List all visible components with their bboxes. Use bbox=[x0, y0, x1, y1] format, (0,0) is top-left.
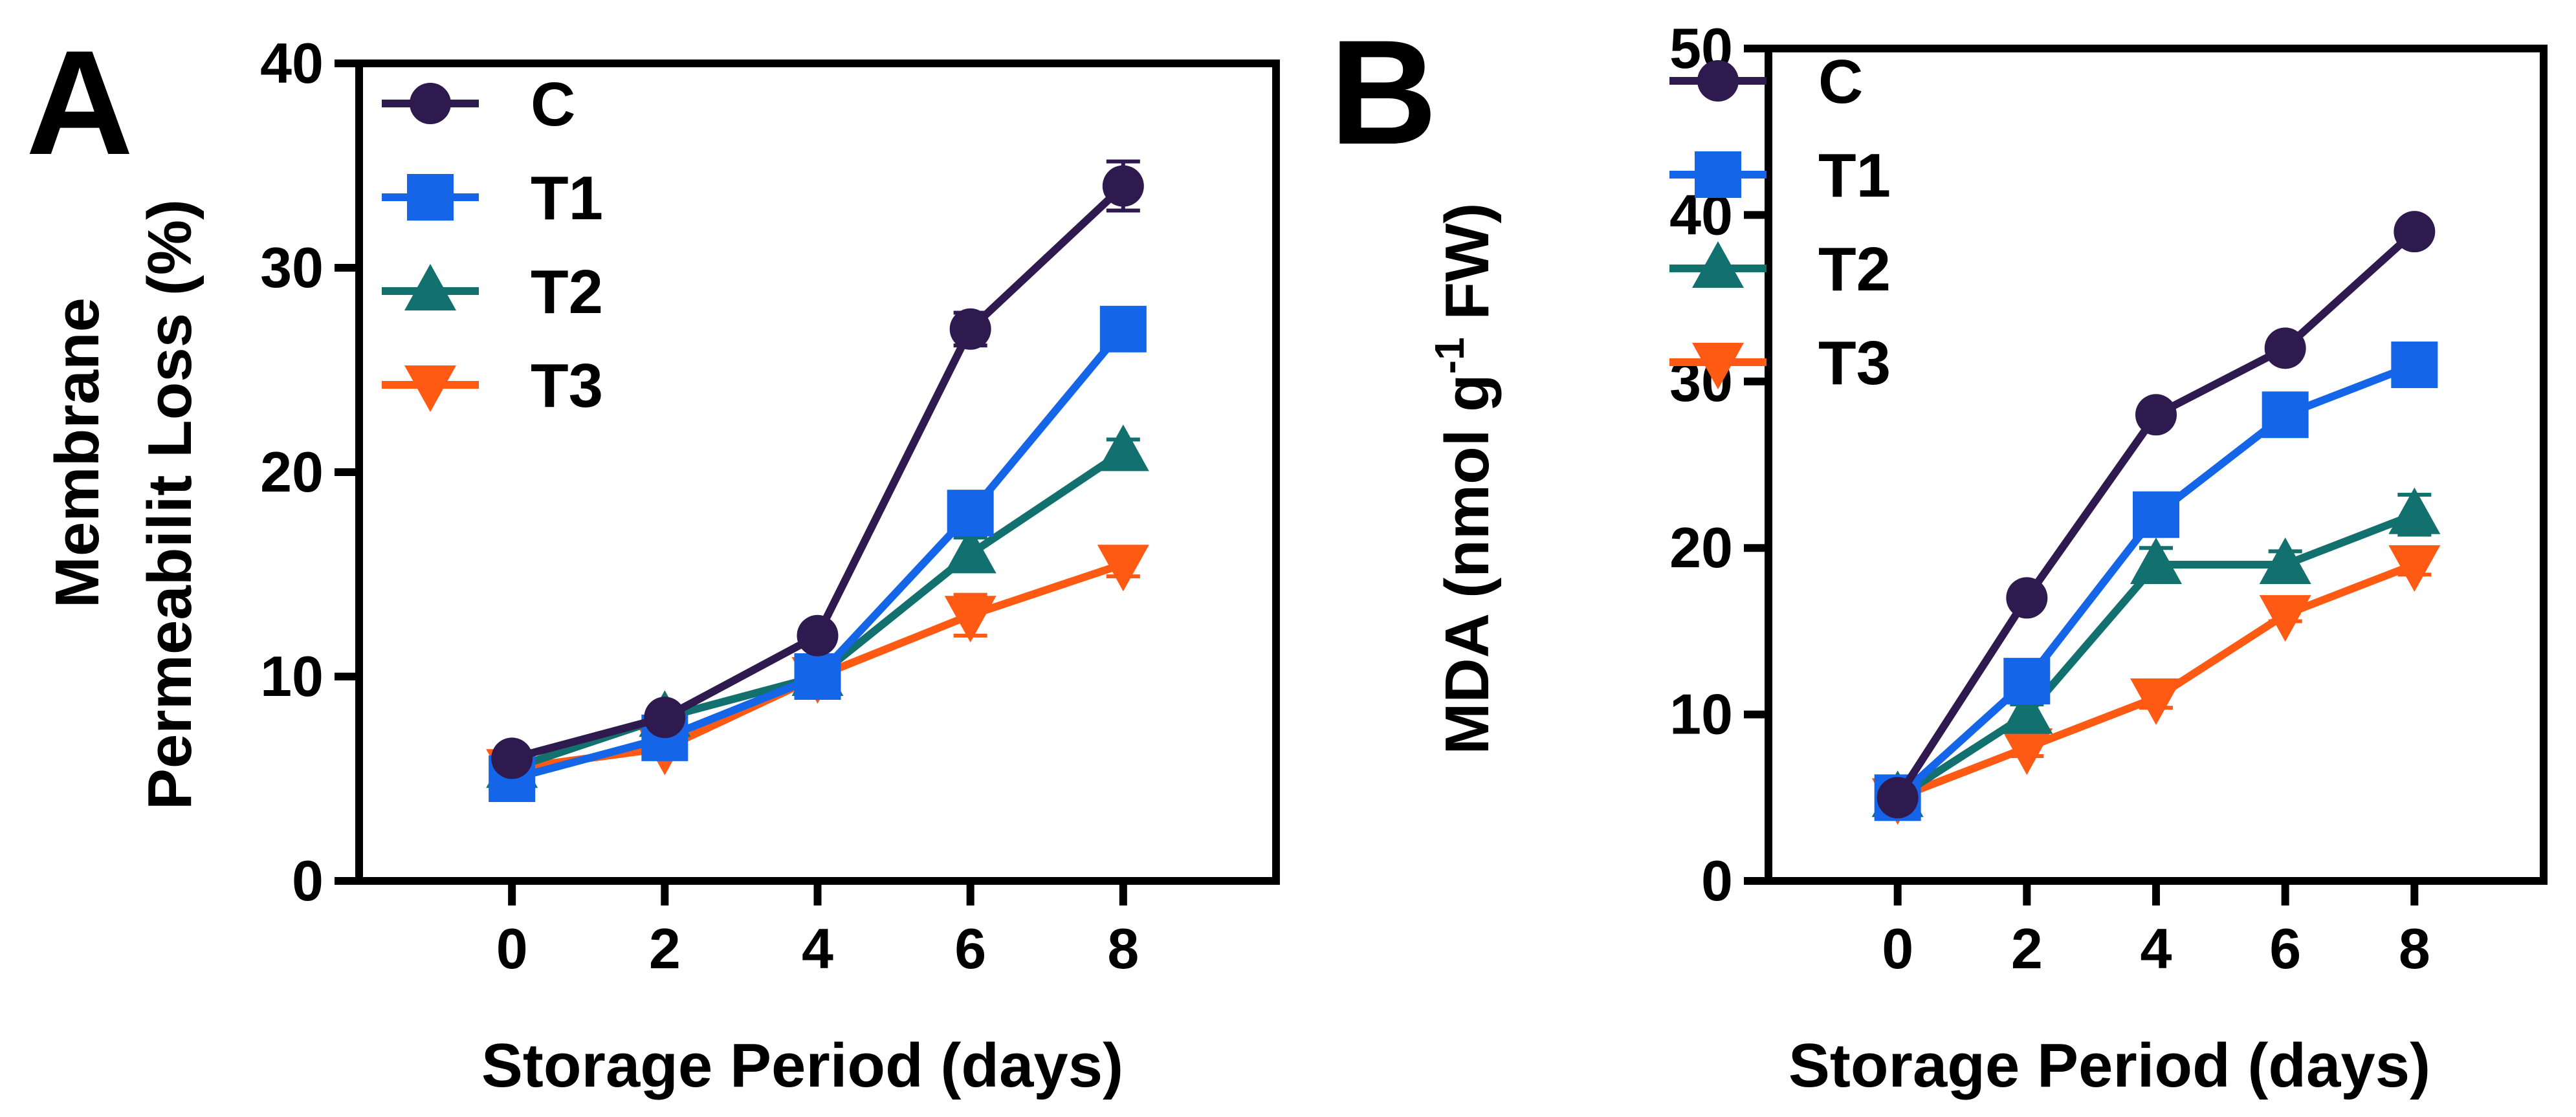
y-tick-label: 10 bbox=[1669, 682, 1733, 746]
legend: C T1 T2 T3 bbox=[1669, 47, 1891, 398]
data-point bbox=[2001, 728, 2053, 775]
x-tick-label: 0 bbox=[1882, 916, 1913, 981]
data-point bbox=[2394, 211, 2436, 253]
y-axis-title-line-1: Membrane bbox=[43, 298, 112, 608]
legend-marker bbox=[1692, 343, 1744, 389]
y-tick-label: 10 bbox=[260, 644, 324, 708]
legend-label: T2 bbox=[1818, 235, 1891, 304]
data-point bbox=[2262, 391, 2309, 439]
data-point bbox=[944, 596, 996, 643]
x-tick-label: 2 bbox=[2011, 916, 2043, 981]
data-point bbox=[2259, 595, 2311, 642]
data-point bbox=[1099, 305, 1147, 352]
data-point bbox=[2388, 487, 2441, 534]
data-point bbox=[2003, 658, 2051, 705]
panel-letter-b: B bbox=[1330, 9, 1437, 175]
y-axis-title-b: MDA (nmol g-1 FW) bbox=[1426, 202, 1502, 754]
legend-item-t3: T3 bbox=[382, 351, 603, 420]
data-point bbox=[2133, 491, 2179, 538]
legend-item-c: C bbox=[382, 70, 575, 139]
legend: C T1 T2 T3 bbox=[382, 70, 603, 420]
x-tick-label: 4 bbox=[2141, 916, 2172, 981]
y-tick-label: 0 bbox=[292, 849, 324, 913]
data-point bbox=[2001, 687, 2053, 734]
y-tick-label: 20 bbox=[1669, 515, 1733, 580]
data-point bbox=[1102, 165, 1144, 207]
series-c bbox=[491, 159, 1144, 779]
x-tick-label: 8 bbox=[1107, 916, 1139, 981]
legend-marker bbox=[404, 365, 456, 412]
legend-label: C bbox=[1818, 47, 1863, 116]
data-point bbox=[644, 697, 686, 739]
y-tick-label: 0 bbox=[1701, 849, 1733, 913]
y-axis-title-b-superscript: -1 bbox=[1426, 337, 1473, 374]
x-tick-label: 6 bbox=[954, 916, 986, 981]
y-axis-title-line-2: Permeabilit Loss (%) bbox=[135, 199, 204, 810]
legend-item-t2: T2 bbox=[382, 257, 603, 327]
data-point bbox=[2259, 537, 2311, 584]
legend-marker bbox=[407, 174, 454, 221]
chart-panel-b: B MDA (nmol g-1 FW) Storage Period (days… bbox=[1330, 9, 2548, 1100]
data-point bbox=[949, 308, 991, 350]
data-point bbox=[944, 526, 996, 574]
legend-label: T1 bbox=[1818, 141, 1891, 210]
legend-marker bbox=[410, 83, 451, 124]
series-t2 bbox=[486, 424, 1149, 788]
legend-marker bbox=[404, 264, 456, 310]
data-point bbox=[2130, 678, 2182, 725]
data-point bbox=[1877, 777, 1919, 819]
panel-letter-a: A bbox=[26, 19, 133, 186]
legend-label: T1 bbox=[531, 164, 603, 233]
x-tick-label: 8 bbox=[2399, 916, 2430, 981]
x-tick-label: 2 bbox=[649, 916, 681, 981]
legend-item-t3: T3 bbox=[1669, 329, 1891, 398]
data-point bbox=[2130, 537, 2182, 584]
series-line bbox=[511, 448, 1126, 772]
data-point bbox=[2135, 394, 2177, 436]
data-point bbox=[794, 653, 841, 700]
data-point bbox=[2388, 545, 2441, 592]
x-tick-label: 0 bbox=[496, 916, 528, 981]
y-tick-label: 40 bbox=[260, 31, 324, 95]
data-point bbox=[1097, 424, 1149, 472]
x-axis-title-a: Storage Period (days) bbox=[481, 1031, 1123, 1100]
legend-item-t2: T2 bbox=[1669, 235, 1891, 304]
legend-marker bbox=[1697, 60, 1739, 102]
data-point bbox=[797, 614, 839, 656]
legend-marker bbox=[1695, 151, 1741, 198]
y-tick-label: 30 bbox=[260, 235, 324, 299]
legend-marker bbox=[1692, 241, 1744, 288]
y-axis-title-b-unit: FW) bbox=[1433, 202, 1502, 337]
legend-label: T2 bbox=[531, 257, 603, 327]
x-tick-label: 4 bbox=[802, 916, 833, 981]
y-tick-label: 20 bbox=[260, 440, 324, 504]
data-point bbox=[2391, 342, 2438, 389]
legend-label: T3 bbox=[1818, 329, 1891, 398]
chart-panel-a: A Membrane Permeabilit Loss (%) Storage … bbox=[26, 19, 1280, 1100]
y-axis-title-b-main: MDA (nmol g bbox=[1433, 374, 1502, 754]
legend-label: C bbox=[531, 70, 575, 139]
x-axis-title-b: Storage Period (days) bbox=[1789, 1031, 2430, 1100]
x-tick-label: 6 bbox=[2269, 916, 2301, 981]
data-point bbox=[2264, 327, 2306, 369]
legend-item-t1: T1 bbox=[382, 164, 603, 233]
series-c bbox=[1877, 211, 2436, 819]
data-point bbox=[1097, 545, 1149, 592]
series-line bbox=[511, 326, 1127, 783]
legend-label: T3 bbox=[531, 351, 603, 420]
series-t3 bbox=[1871, 545, 2441, 825]
data-point bbox=[2006, 577, 2048, 619]
data-point bbox=[491, 737, 533, 779]
y-axis-title-a: Membrane Permeabilit Loss (%) bbox=[43, 199, 204, 810]
legend-item-t1: T1 bbox=[1669, 141, 1891, 210]
data-point bbox=[947, 490, 994, 537]
legend-item-c: C bbox=[1669, 47, 1863, 116]
